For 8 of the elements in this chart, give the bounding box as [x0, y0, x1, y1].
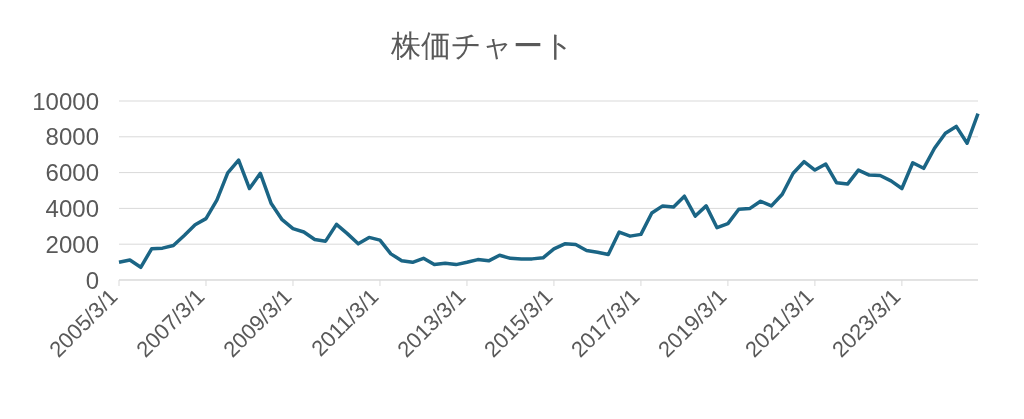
y-tick-label: 2000	[45, 230, 99, 258]
y-tick-label: 8000	[45, 123, 99, 151]
line-series	[117, 111, 980, 270]
chart-title: 株価チャート	[389, 28, 575, 64]
y-tick-label: 4000	[45, 194, 99, 222]
y-tick-label: 10000	[32, 87, 99, 115]
y-tick-label: 0	[85, 266, 99, 294]
y-tick-label: 6000	[45, 159, 99, 187]
